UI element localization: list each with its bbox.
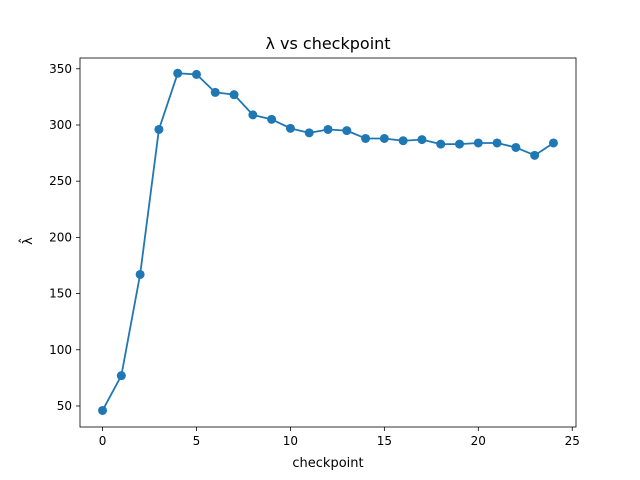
- y-tick-label: 350: [49, 62, 72, 76]
- y-tick-label: 200: [49, 230, 72, 244]
- y-tick-label: 100: [49, 343, 72, 357]
- data-point: [248, 110, 258, 120]
- data-point: [154, 124, 164, 134]
- data-point: [361, 133, 371, 143]
- plot-area: [79, 57, 577, 428]
- data-point: [436, 139, 446, 149]
- data-point: [492, 138, 502, 148]
- plot-frame: [79, 57, 577, 428]
- data-point: [191, 69, 201, 79]
- data-point: [530, 150, 540, 160]
- y-tick-label: 250: [49, 174, 72, 188]
- data-point: [116, 371, 126, 381]
- series-line: [101, 72, 555, 412]
- data-point: [304, 128, 314, 138]
- x-tick-label: 20: [471, 434, 486, 448]
- x-tick-label: 5: [193, 434, 201, 448]
- data-point: [548, 138, 558, 148]
- data-point: [267, 114, 277, 124]
- data-point: [417, 135, 427, 145]
- x-tick-label: 25: [565, 434, 580, 448]
- y-tick-label: 300: [49, 118, 72, 132]
- axis-ticks: 0 5 10 15 20 25 50 100 150 200 250 300 350: [49, 62, 580, 448]
- data-point: [398, 136, 408, 146]
- y-tick-label: 150: [49, 287, 72, 301]
- data-point: [98, 405, 108, 415]
- chart-title: λ vs checkpoint: [265, 34, 390, 53]
- x-tick-label: 10: [283, 434, 298, 448]
- data-point: [285, 123, 295, 133]
- y-axis-label: λ̂: [19, 237, 36, 245]
- x-tick-label: 0: [99, 434, 107, 448]
- data-point: [473, 138, 483, 148]
- data-point: [135, 269, 145, 279]
- data-point: [455, 139, 465, 149]
- x-tick-label: 15: [377, 434, 392, 448]
- data-point: [342, 126, 352, 136]
- y-tick-label: 50: [57, 399, 72, 413]
- data-point: [323, 124, 333, 134]
- data-point: [210, 87, 220, 97]
- data-point: [173, 68, 183, 78]
- x-axis-label: checkpoint: [292, 456, 363, 471]
- data-point: [229, 90, 239, 100]
- data-point: [511, 142, 521, 152]
- data-point: [379, 133, 389, 143]
